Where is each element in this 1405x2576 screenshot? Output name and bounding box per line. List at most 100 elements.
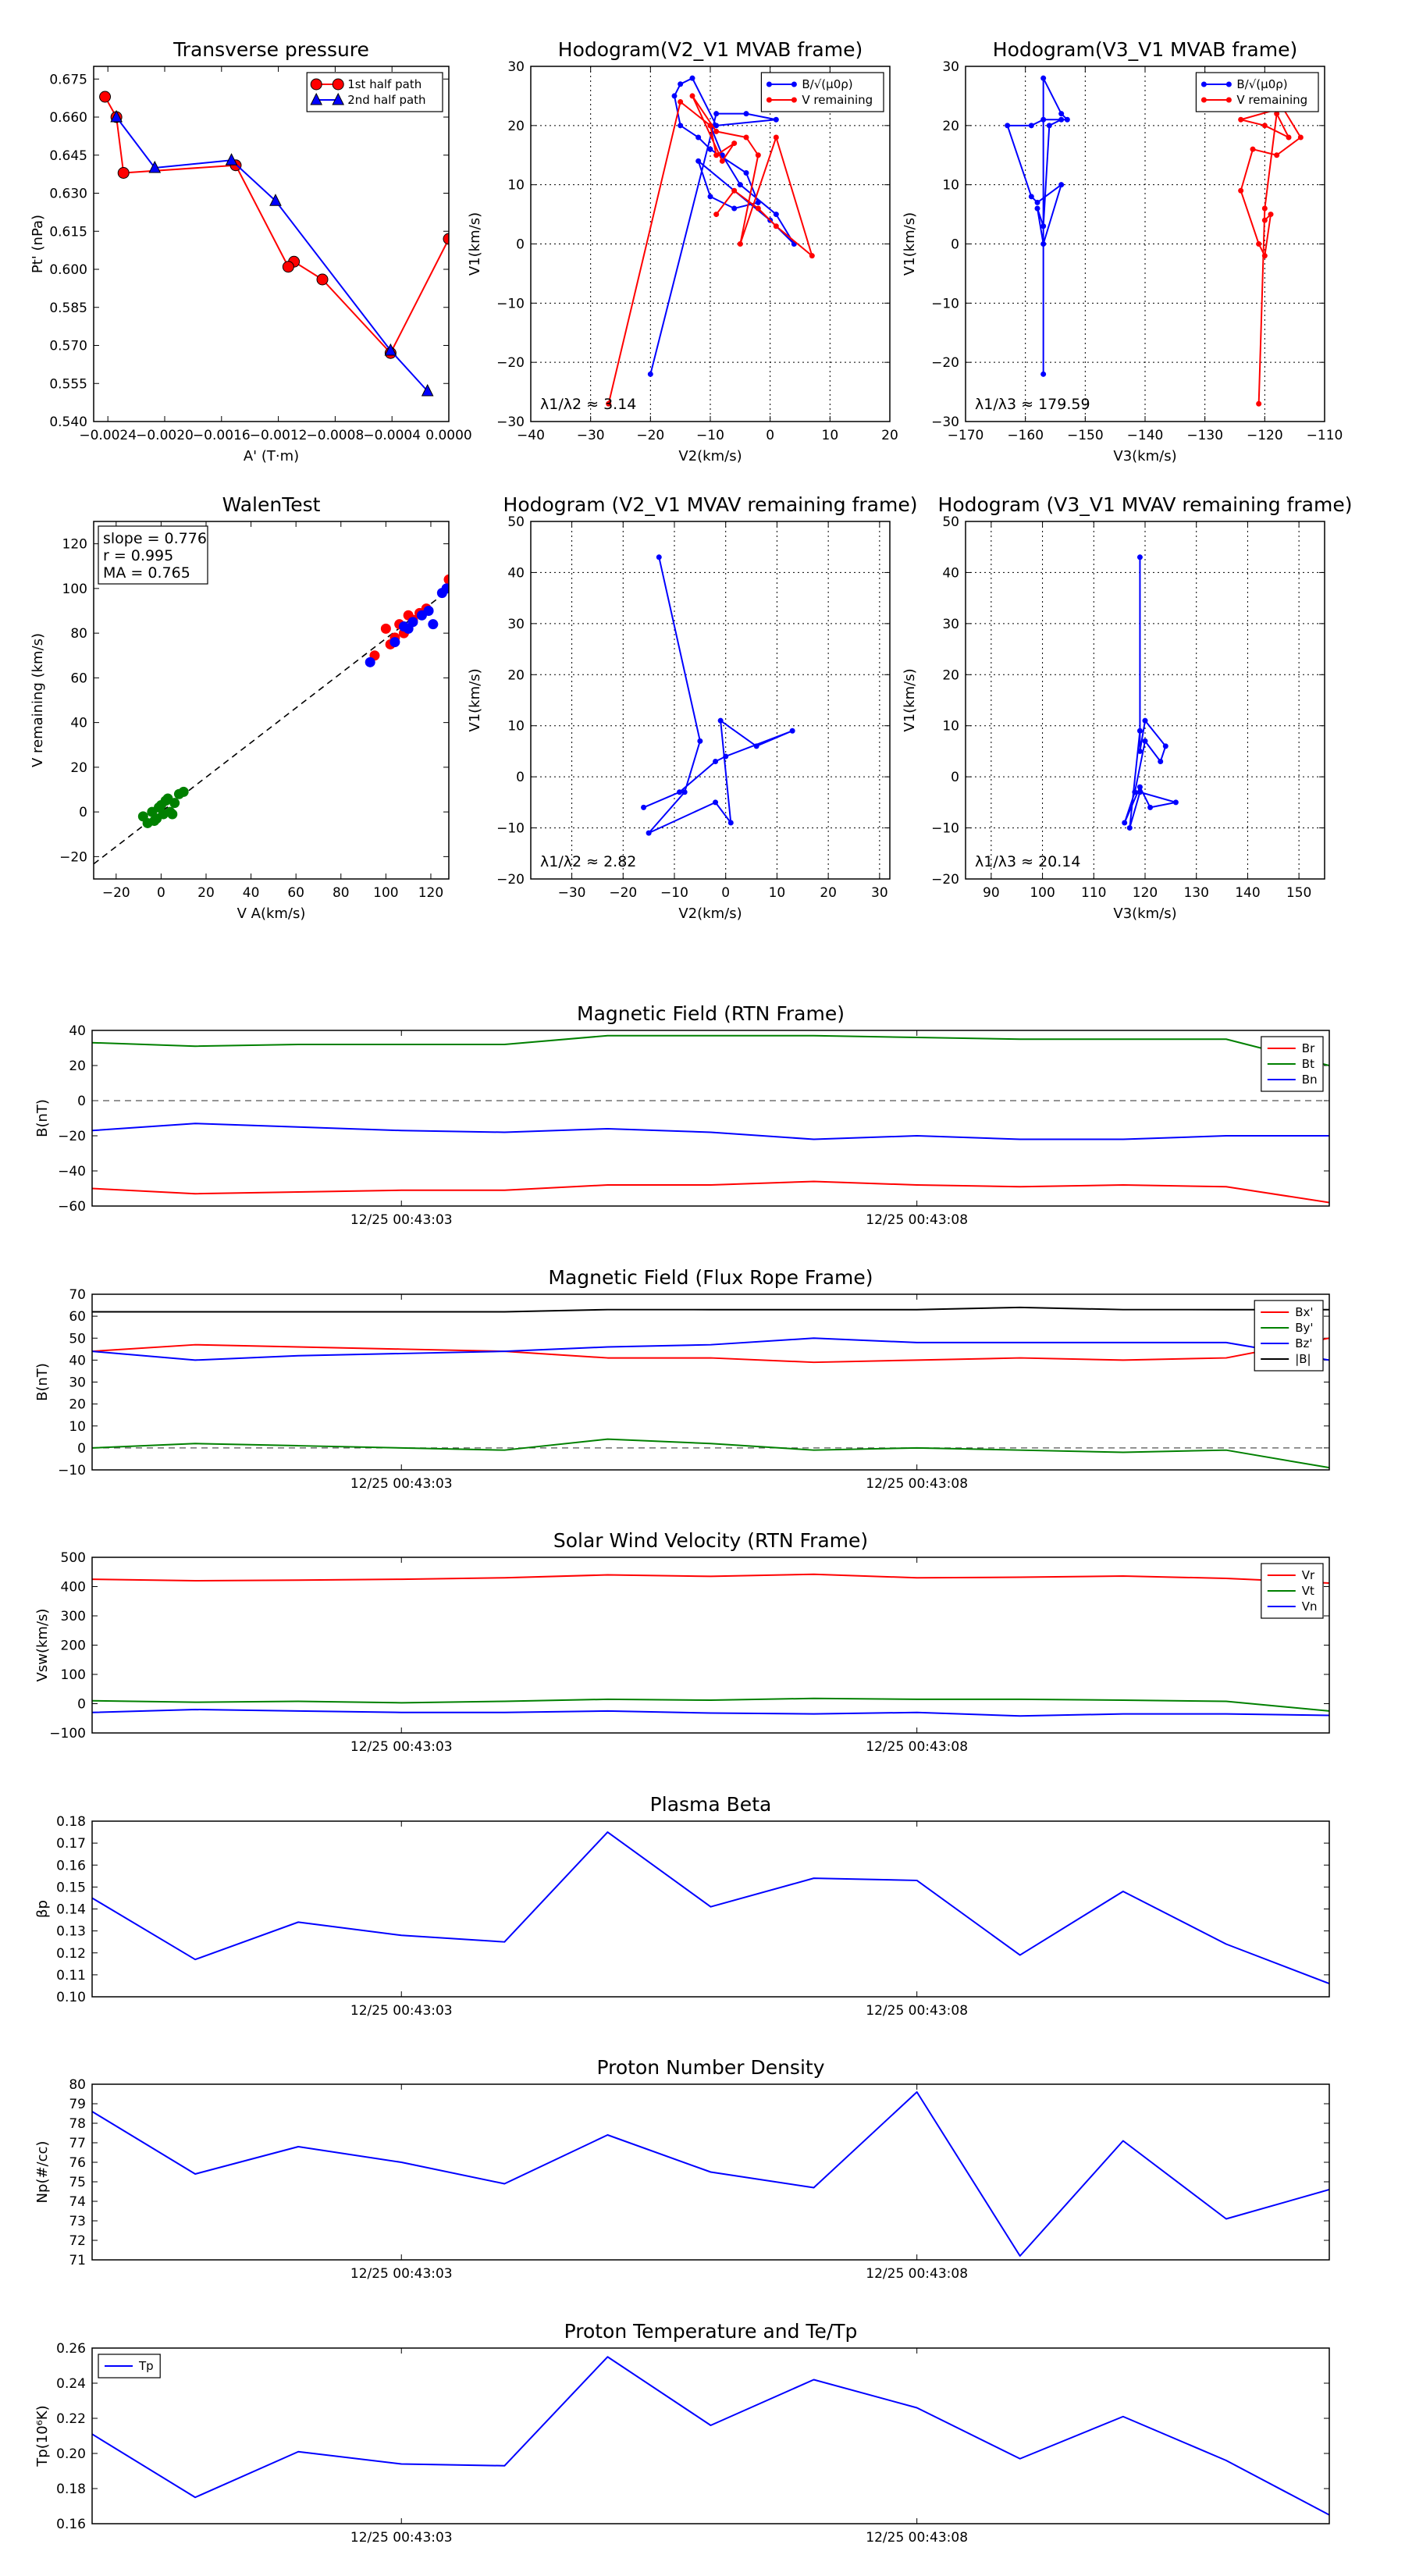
x-tick-label: 100	[1030, 885, 1055, 901]
x-tick-label: 12/25 00:43:08	[866, 2530, 968, 2546]
x-tick-label: 12/25 00:43:03	[350, 1739, 453, 1755]
data-point-v-remaining	[689, 93, 695, 99]
data-point-b-0-	[1064, 116, 1070, 123]
plot-frame	[965, 66, 1325, 422]
x-tick-label: −0.0004	[363, 428, 421, 443]
legend-marker	[332, 92, 345, 105]
y-tick-label: −10	[931, 296, 959, 311]
data-point-1st-half-path	[316, 273, 329, 286]
series-line-beta	[92, 1831, 1329, 1985]
data-point-v-remaining	[606, 400, 612, 407]
x-tick-label: 120	[418, 885, 443, 901]
y-tick-label: 100	[62, 582, 87, 597]
y-tick-label: 0.26	[56, 2341, 86, 2357]
y-tick-label: 76	[69, 2155, 86, 2171]
data-point-2nd-half-path	[421, 383, 434, 397]
data-point-v	[713, 759, 719, 765]
x-axis-label: V3(km/s)	[1113, 448, 1176, 464]
x-tick-label: 12/25 00:43:03	[350, 1476, 453, 1492]
y-tick-label: 60	[69, 1309, 86, 1325]
chart-tp: Transverse pressure −0.0024 −0.0020 −0.0016…	[30, 38, 472, 464]
y-tick-label: 0	[516, 770, 525, 785]
y-axis-label: Tp(10⁶K)	[34, 2405, 51, 2467]
data-point-v	[1136, 784, 1143, 790]
y-tick-label: 80	[69, 2077, 86, 2093]
legend-label: Bn	[1302, 1073, 1318, 1087]
series-line-bz-	[92, 1337, 1329, 1361]
plot-area	[1005, 75, 1304, 407]
ratio-annotation: λ1/λ2 ≈ 3.14	[540, 396, 636, 413]
data-point-b-0-	[713, 111, 720, 117]
data-point-b-0-	[1040, 241, 1047, 247]
y-tick-label: 0.14	[56, 1902, 86, 1918]
scatter-point-green	[178, 786, 189, 797]
series-line-1st-half-path	[104, 96, 449, 354]
scatter-point-green	[149, 816, 160, 827]
data-point-v-remaining	[1256, 400, 1262, 407]
data-point-v-remaining	[1274, 111, 1280, 117]
plot-frame	[91, 1030, 1330, 1207]
plot-frame	[530, 66, 891, 422]
data-point-1st-half-path	[282, 261, 294, 273]
data-point-2nd-half-path	[384, 343, 397, 356]
plot-area	[94, 574, 449, 865]
x-axis-label: V2(km/s)	[678, 906, 742, 922]
y-tick-label: −20	[496, 355, 525, 371]
stats-box	[98, 525, 208, 585]
y-tick-label: 0.555	[49, 376, 87, 392]
x-tick-label: −0.0024	[79, 428, 137, 443]
chart-title: Hodogram(V3_V1 MVAB frame)	[993, 38, 1297, 61]
data-point-1st-half-path	[117, 167, 130, 179]
legend-box	[760, 72, 884, 112]
legend-label: B/√(μ0ρ)	[802, 77, 852, 91]
data-point-v	[1162, 743, 1168, 749]
x-tick-label: −30	[577, 428, 605, 443]
y-tick-label: −10	[931, 821, 959, 837]
data-point-2nd-half-path	[148, 160, 162, 173]
data-point-v	[713, 799, 719, 806]
scatter-point-blue	[441, 583, 449, 594]
x-tick-label: 0	[766, 428, 774, 443]
data-point-b-0-	[1040, 371, 1047, 377]
series-line-br	[92, 1180, 1329, 1204]
plot-frame	[91, 1820, 1330, 1998]
x-tick-label: −30	[558, 885, 586, 901]
legend-label: Bz'	[1295, 1336, 1312, 1350]
x-tick-label: 150	[1286, 885, 1311, 901]
x-tick-label: 120	[1133, 885, 1158, 901]
x-tick-label: 0	[721, 885, 730, 901]
legend-marker	[766, 97, 772, 103]
data-point-b-0-	[1058, 111, 1065, 117]
series-line-v	[1123, 557, 1177, 829]
legend-box	[306, 72, 443, 112]
y-tick-label: 20	[69, 1059, 86, 1074]
y-tick-label: −10	[496, 821, 525, 837]
plot-area	[92, 1034, 1329, 1204]
legend-label: |B|	[1295, 1352, 1311, 1366]
y-tick-label: 0.12	[56, 1946, 86, 1962]
series-line-vt	[92, 1697, 1329, 1712]
y-tick-label: −20	[931, 872, 959, 888]
data-point-v	[723, 753, 729, 760]
ratio-annotation: λ1/λ2 ≈ 2.82	[540, 853, 636, 870]
series-line-2nd-half-path	[116, 116, 429, 392]
chart-beta: Plasma Beta 12/25 00:43:03 12/25 00:43:08 0…	[34, 1793, 1330, 2019]
y-tick-label: 30	[69, 1375, 86, 1391]
y-axis-label: B(nT)	[34, 1363, 51, 1401]
plot-frame	[530, 521, 891, 880]
y-tick-label: 75	[69, 2175, 86, 2190]
y-tick-label: −20	[931, 355, 959, 371]
data-point-v	[1158, 759, 1164, 765]
data-point-1st-half-path	[443, 233, 449, 245]
legend: Bx' By'Bz' |B|	[1254, 1300, 1324, 1372]
x-tick-label: 90	[983, 885, 1000, 901]
legend-label: B/√(μ0ρ)	[1236, 77, 1287, 91]
x-tick-label: 10	[769, 885, 786, 901]
data-point-1st-half-path	[99, 91, 112, 103]
series-line-vn	[92, 1709, 1329, 1717]
scatter-point-blue	[389, 637, 400, 648]
y-tick-label: 30	[942, 59, 959, 75]
y-axis-label: V1(km/s)	[902, 212, 918, 276]
data-point-b-0-	[647, 371, 653, 377]
